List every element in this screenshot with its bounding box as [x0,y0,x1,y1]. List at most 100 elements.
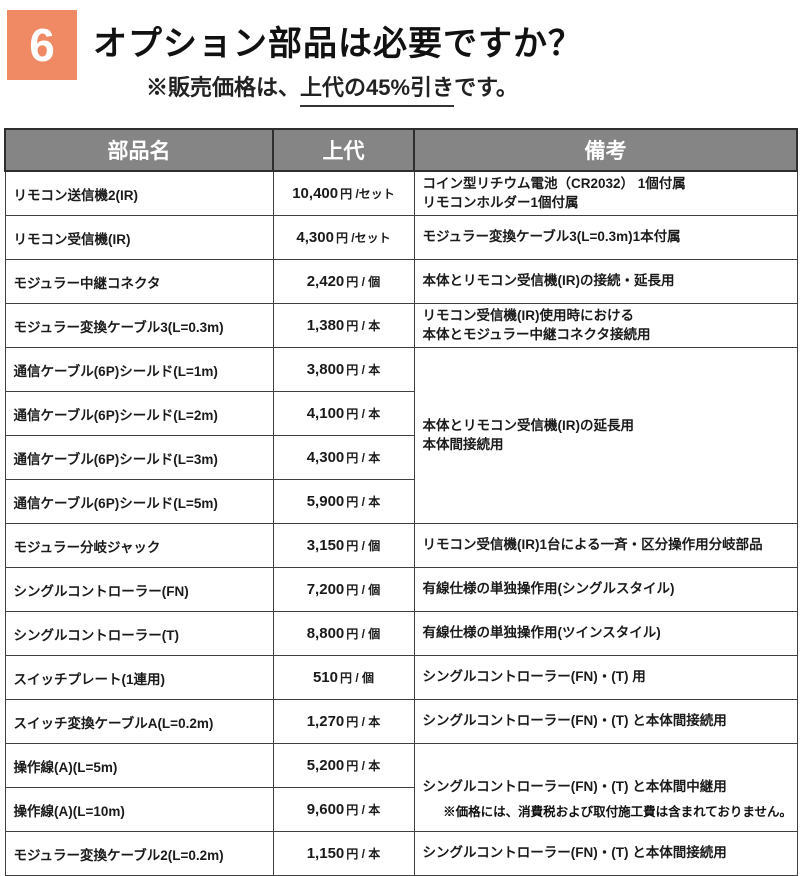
price-cell: 4,100 円 / 本 [272,391,415,436]
note-cell: 本体とリモコン受信機(IR)の接続・延長用 [413,259,798,304]
price-unit: 円 / 本 [346,407,381,421]
subtitle-underlined-text: 上代の45%引き [300,70,455,107]
table-row: 通信ケーブル(6P)シールド(L=5m) 5,900 円 / 本 [4,479,797,524]
section-number-badge: 6 [7,10,77,80]
column-header-notes: 備考 [413,128,798,172]
part-name-cell: リモコン送信機2(IR) [4,170,274,216]
price-amount: 3,800 [306,361,345,378]
note-cell: リモコン受信機(IR)1台による一斉・区分操作用分岐部品 [413,523,798,568]
price-amount: 2,420 [306,273,345,290]
price-disclaimer: ※価格には、消費税および取付施工費は含まれておりません。 [443,805,792,819]
table-header-row: 部品名 上代 備考 [4,128,798,172]
part-name-cell: リモコン受信機(IR) [4,215,274,260]
price-unit: 円 / 個 [340,671,375,685]
column-header-part-name: 部品名 [4,128,274,172]
part-name-cell: モジュラー中継コネクタ [4,259,274,304]
price-unit: 円 / 本 [346,759,381,773]
price-cell: 10,400 円 /セット [272,170,415,216]
price-cell: 7,200 円 / 個 [272,567,415,612]
price-unit: 円 / 本 [346,363,381,377]
table-row: モジュラー分岐ジャック 3,150 円 / 個 リモコン受信機(IR)1台による一… [4,523,798,568]
price-amount: 5,900 [306,493,345,510]
part-name-cell: モジュラー分岐ジャック [4,523,274,568]
page-subtitle: ※販売価格は、上代の45%引きです。 [146,70,518,107]
subtitle-prefix: ※販売価格は、 [146,75,301,100]
page-header: 6 オプション部品は必要ですか？ ※販売価格は、上代の45%引きです。 [0,0,800,128]
part-name-cell: シングルコントローラー(T) [4,611,274,656]
table-row: リモコン送信機2(IR) 10,400 円 /セット コイン型リチウム電池（CR2… [4,170,798,216]
table-row: モジュラー中継コネクタ 2,420 円 / 個 本体とリモコン受信機(IR)の接続… [4,259,798,304]
price-amount: 510 [312,669,338,686]
parts-price-table: 部品名 上代 備考 リモコン送信機2(IR) 10,400 円 /セット コイン型… [4,128,798,876]
table-row: 通信ケーブル(6P)シールド(L=3m) 4,300 円 / 本 [4,435,797,480]
note-cell-merged: 本体とリモコン受信機(IR)の延長用 本体間接続用 [413,347,798,524]
price-cell: 1,150 円 / 本 [272,831,415,876]
price-amount: 5,200 [306,757,345,774]
part-name-cell: 操作線(A)(L=5m) [4,743,274,788]
price-cell: 8,800 円 / 個 [272,611,415,656]
part-name-cell: 通信ケーブル(6P)シールド(L=2m) [4,391,274,436]
table-row: スイッチプレート(1連用) 510 円 / 個 シングルコントローラー(FN)・(… [4,655,798,700]
price-amount: 4,300 [296,229,334,246]
price-unit: 円 /セット [335,231,391,245]
price-cell: 4,300 円 / 本 [272,435,415,480]
table-row: リモコン受信機(IR) 4,300 円 /セット モジュラー変換ケーブル3(L=0… [4,215,798,260]
price-unit: 円 / 本 [346,451,381,465]
price-cell: 1,380 円 / 本 [272,303,415,348]
table-row: シングルコントローラー(T) 8,800 円 / 個 有線仕様の単独操作用(ツイン… [4,611,798,656]
price-cell: 510 円 / 個 [272,655,415,700]
price-unit: 円 / 個 [346,539,381,553]
price-cell: 3,150 円 / 個 [272,523,415,568]
part-name-cell: スイッチプレート(1連用) [4,655,274,700]
price-cell: 3,800 円 / 本 [272,347,415,392]
price-amount: 1,270 [306,713,345,730]
price-amount: 10,400 [292,185,339,202]
part-name-cell: シングルコントローラー(FN) [4,567,274,612]
part-name-cell: 通信ケーブル(6P)シールド(L=5m) [4,479,274,524]
price-amount: 8,800 [306,625,345,642]
table-row: スイッチ変換ケーブルA(L=0.2m) 1,270 円 / 本 シングルコントロー… [4,699,798,744]
table-row: モジュラー変換ケーブル3(L=0.3m) 1,380 円 / 本 リモコン受信機(… [4,303,798,348]
price-amount: 4,300 [306,449,345,466]
price-unit: 円 / 本 [346,715,381,729]
price-cell: 2,420 円 / 個 [272,259,415,304]
note-cell: リモコン受信機(IR)使用時における 本体とモジュラー中継コネクタ接続用 [413,303,798,348]
section-number: 6 [29,19,55,71]
price-amount: 4,100 [306,405,345,422]
part-name-cell: スイッチ変換ケーブルA(L=0.2m) [4,699,274,744]
part-name-cell: モジュラー変換ケーブル3(L=0.3m) [4,303,274,348]
note-cell: 有線仕様の単独操作用(シングルスタイル) [413,567,798,612]
price-unit: 円 / 本 [346,319,381,333]
price-amount: 7,200 [306,581,345,598]
table-row: 操作線(A)(L=5m) 5,200 円 / 本 シングルコントローラー(FN)・… [4,743,798,832]
price-unit: 円 /セット [340,187,395,201]
subtitle-suffix: です。 [454,75,518,100]
price-cell: 5,900 円 / 本 [272,479,415,524]
note-cell: 有線仕様の単独操作用(ツインスタイル) [413,611,798,656]
price-unit: 円 / 個 [346,275,381,289]
note-cell: シングルコントローラー(FN)・(T) と本体間接続用 [413,831,798,876]
price-cell: 1,270 円 / 本 [272,699,415,744]
part-name-cell: 通信ケーブル(6P)シールド(L=1m) [4,347,274,392]
price-amount: 3,150 [306,537,345,554]
note-cell: モジュラー変換ケーブル3(L=0.3m)1本付属 [413,215,798,260]
price-unit: 円 / 本 [346,495,381,509]
price-cell: 5,200 円 / 本 [272,743,415,788]
note-cell: シングルコントローラー(FN)・(T) と本体間接続用 [413,699,798,744]
part-name-cell: 通信ケーブル(6P)シールド(L=3m) [4,435,274,480]
note-cell-merged: シングルコントローラー(FN)・(T) と本体間中継用 [413,743,798,832]
price-cell: 4,300 円 /セット [272,215,415,260]
note-cell: コイン型リチウム電池（CR2032） 1個付属 リモコンホルダー1個付属 [413,170,798,216]
note-cell: シングルコントローラー(FN)・(T) 用 [413,655,798,700]
price-amount: 1,380 [306,317,345,334]
table-row: シングルコントローラー(FN) 7,200 円 / 個 有線仕様の単独操作用(シン… [4,567,798,612]
table-row: モジュラー変換ケーブル2(L=0.2m) 1,150 円 / 本 シングルコントロ… [4,831,798,876]
price-unit: 円 / 本 [346,803,381,817]
price-unit: 円 / 個 [346,627,381,641]
price-amount: 9,600 [306,801,345,818]
table-row: 通信ケーブル(6P)シールド(L=1m) 3,800 円 / 本 本体とリモコン受… [4,347,798,524]
page-title: オプション部品は必要ですか？ [93,25,583,63]
column-header-list-price: 上代 [272,128,415,172]
price-unit: 円 / 個 [346,583,381,597]
table-row: 通信ケーブル(6P)シールド(L=2m) 4,100 円 / 本 [4,391,797,436]
